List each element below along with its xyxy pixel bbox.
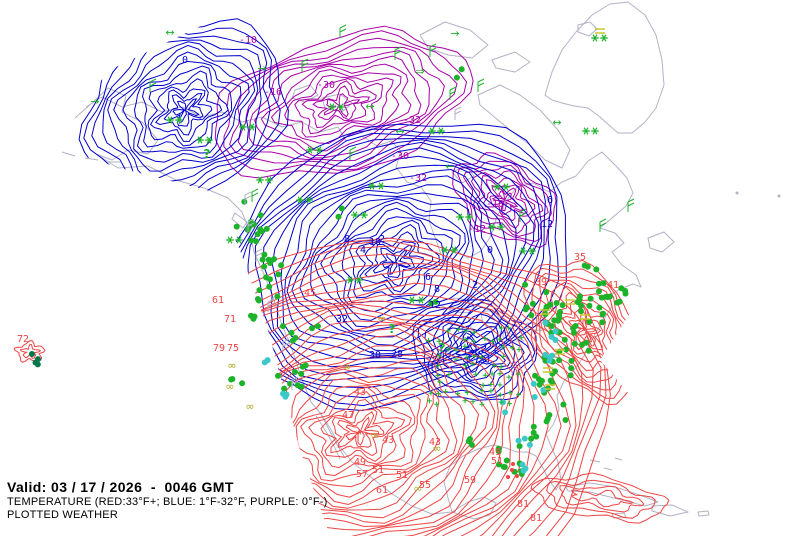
svg-text:0: 0 [487,245,493,256]
svg-text:→: → [257,62,266,75]
svg-text:?: ? [389,322,396,336]
svg-text:32: 32 [336,314,348,325]
svg-text:8: 8 [344,234,350,245]
svg-text:8: 8 [434,284,440,295]
svg-text:49: 49 [489,447,501,458]
baffin-island [477,84,571,169]
svg-text:43: 43 [354,387,366,398]
svg-text:∞: ∞ [432,442,441,455]
svg-text:41: 41 [607,280,619,291]
greenland-coast [544,1,665,134]
svg-text:35: 35 [574,252,586,263]
aleutian-islands [61,151,120,163]
svg-text:-10: -10 [239,35,257,46]
svg-text:-30: -30 [317,80,335,91]
svg-text:30: 30 [369,350,381,361]
svg-text:71: 71 [224,314,236,325]
svg-text:0: 0 [182,55,188,66]
svg-text:∞: ∞ [227,359,236,372]
svg-text:72: 72 [17,334,29,345]
svg-text:-18: -18 [486,199,504,210]
svg-text:12: 12 [429,300,441,311]
vancouver-island [231,212,248,229]
svg-text:81: 81 [517,499,529,510]
puerto-rico-coast [697,510,710,517]
svg-text:61: 61 [376,485,388,496]
svg-text:∞: ∞ [377,312,386,325]
hispaniola-coast [651,504,689,517]
svg-text:10: 10 [369,237,381,248]
devon-island [491,51,531,73]
svg-text:↔: ↔ [552,116,561,129]
svg-text:?: ? [204,147,211,161]
ellesmere-island [419,21,489,59]
svg-text:61: 61 [212,295,224,306]
svg-text:51: 51 [396,470,408,481]
svg-text:6: 6 [425,272,431,283]
svg-text:-32: -32 [409,173,427,184]
svg-text:↔: ↔ [165,26,174,39]
iceland-coast [577,21,598,37]
legend-plotted-weather-text: PLOTTED WEATHER [7,509,118,521]
svg-text:39: 39 [535,277,547,288]
svg-text:45: 45 [304,288,316,299]
svg-text:28: 28 [391,349,403,360]
svg-text:↔: ↔ [365,100,374,113]
svg-text:-32: -32 [403,115,421,126]
svg-text:-30: -30 [391,151,409,162]
svg-text:∞: ∞ [342,360,351,373]
svg-text:∞: ∞ [370,429,379,442]
svg-text:2: 2 [379,234,385,245]
newfoundland-island [647,231,675,253]
svg-text:4: 4 [360,245,366,256]
victoria-island [321,93,353,113]
svg-text:51: 51 [372,465,384,476]
svg-text:49: 49 [354,457,366,468]
svg-text:←: ← [445,160,454,173]
svg-text:∞: ∞ [225,380,234,393]
isotherm-layer [13,18,670,536]
svg-text:59: 59 [464,475,476,486]
svg-text:57: 57 [356,469,368,480]
svg-text:47: 47 [342,410,354,421]
svg-text:∞: ∞ [413,482,422,495]
svg-text:→: → [450,27,459,40]
svg-text:2: 2 [472,280,478,291]
svg-text:43: 43 [429,437,441,448]
svg-text:→: → [90,95,99,108]
svg-text:6: 6 [547,195,553,206]
svg-text:79: 79 [213,343,225,354]
svg-text:43: 43 [382,435,394,446]
svg-text:81: 81 [530,513,542,524]
map-footer: Valid: 03 / 17 / 2026 - 0046 GMT TEMPERA… [7,479,327,521]
lake-huron [481,310,500,329]
svg-text:55: 55 [419,480,431,491]
banks-island [291,84,319,103]
valid-time-text: Valid: 03 / 17 / 2026 - 0046 GMT [7,479,234,495]
svg-text:-16: -16 [264,87,282,98]
svg-text:75: 75 [227,343,239,354]
svg-text:?: ? [439,341,446,355]
station-plot-layer: →↔→↔⇒↔←↔→???∞∞∞∞∞∞∞∞ [28,24,781,495]
svg-text:12: 12 [541,219,553,230]
svg-text:-12: -12 [468,224,486,235]
svg-text:51: 51 [491,456,503,467]
svg-text:∞: ∞ [245,400,254,413]
legend-temperature-text: TEMPERATURE (RED:33°F+; BLUE: 1°F-32°F, … [7,496,328,508]
bahamas-islands [589,457,623,471]
svg-text:⇒: ⇒ [415,65,424,78]
svg-text:↔: ↔ [395,125,404,138]
